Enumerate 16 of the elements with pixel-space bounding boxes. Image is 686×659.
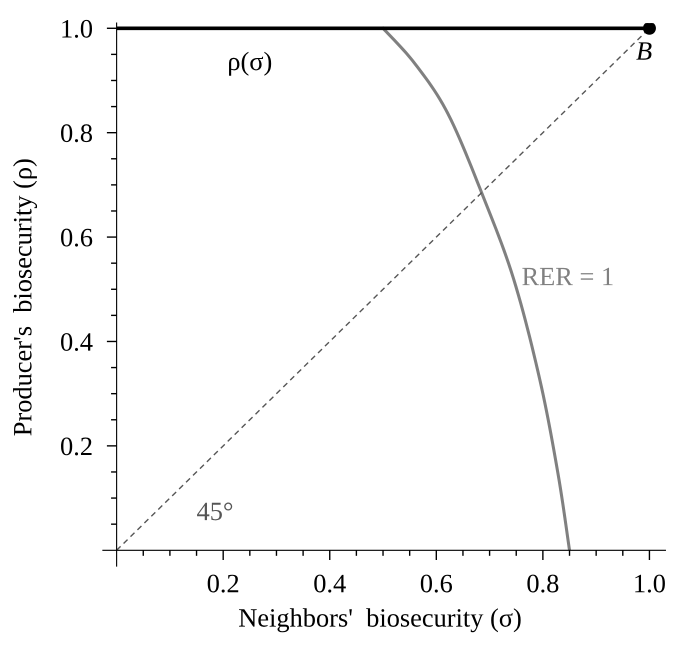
series-label: B [636,42,652,60]
x-tick-label: 1.0 [635,574,665,593]
x-tick-label: 0.8 [527,574,558,593]
series-label: 45° [197,502,232,520]
y-axis-title: Producer's biosecurity (ρ) [13,159,38,436]
series-label: RER = 1 [522,268,613,286]
x-tick-label: 0.2 [208,574,238,593]
y-tick-label: 1.0 [62,20,92,38]
series-label: ρ(σ) [229,52,272,76]
y-tick-label: 0.8 [61,124,92,142]
y-tick-label: 0.2 [61,437,92,456]
x-tick-label: 0.4 [314,574,346,593]
y-tick-label: 0.4 [61,333,93,352]
x-axis-title: Neighbors' biosecurity (σ) [239,608,521,632]
x-tick-label: 0.6 [420,574,452,593]
y-tick-label: 0.6 [61,228,92,247]
